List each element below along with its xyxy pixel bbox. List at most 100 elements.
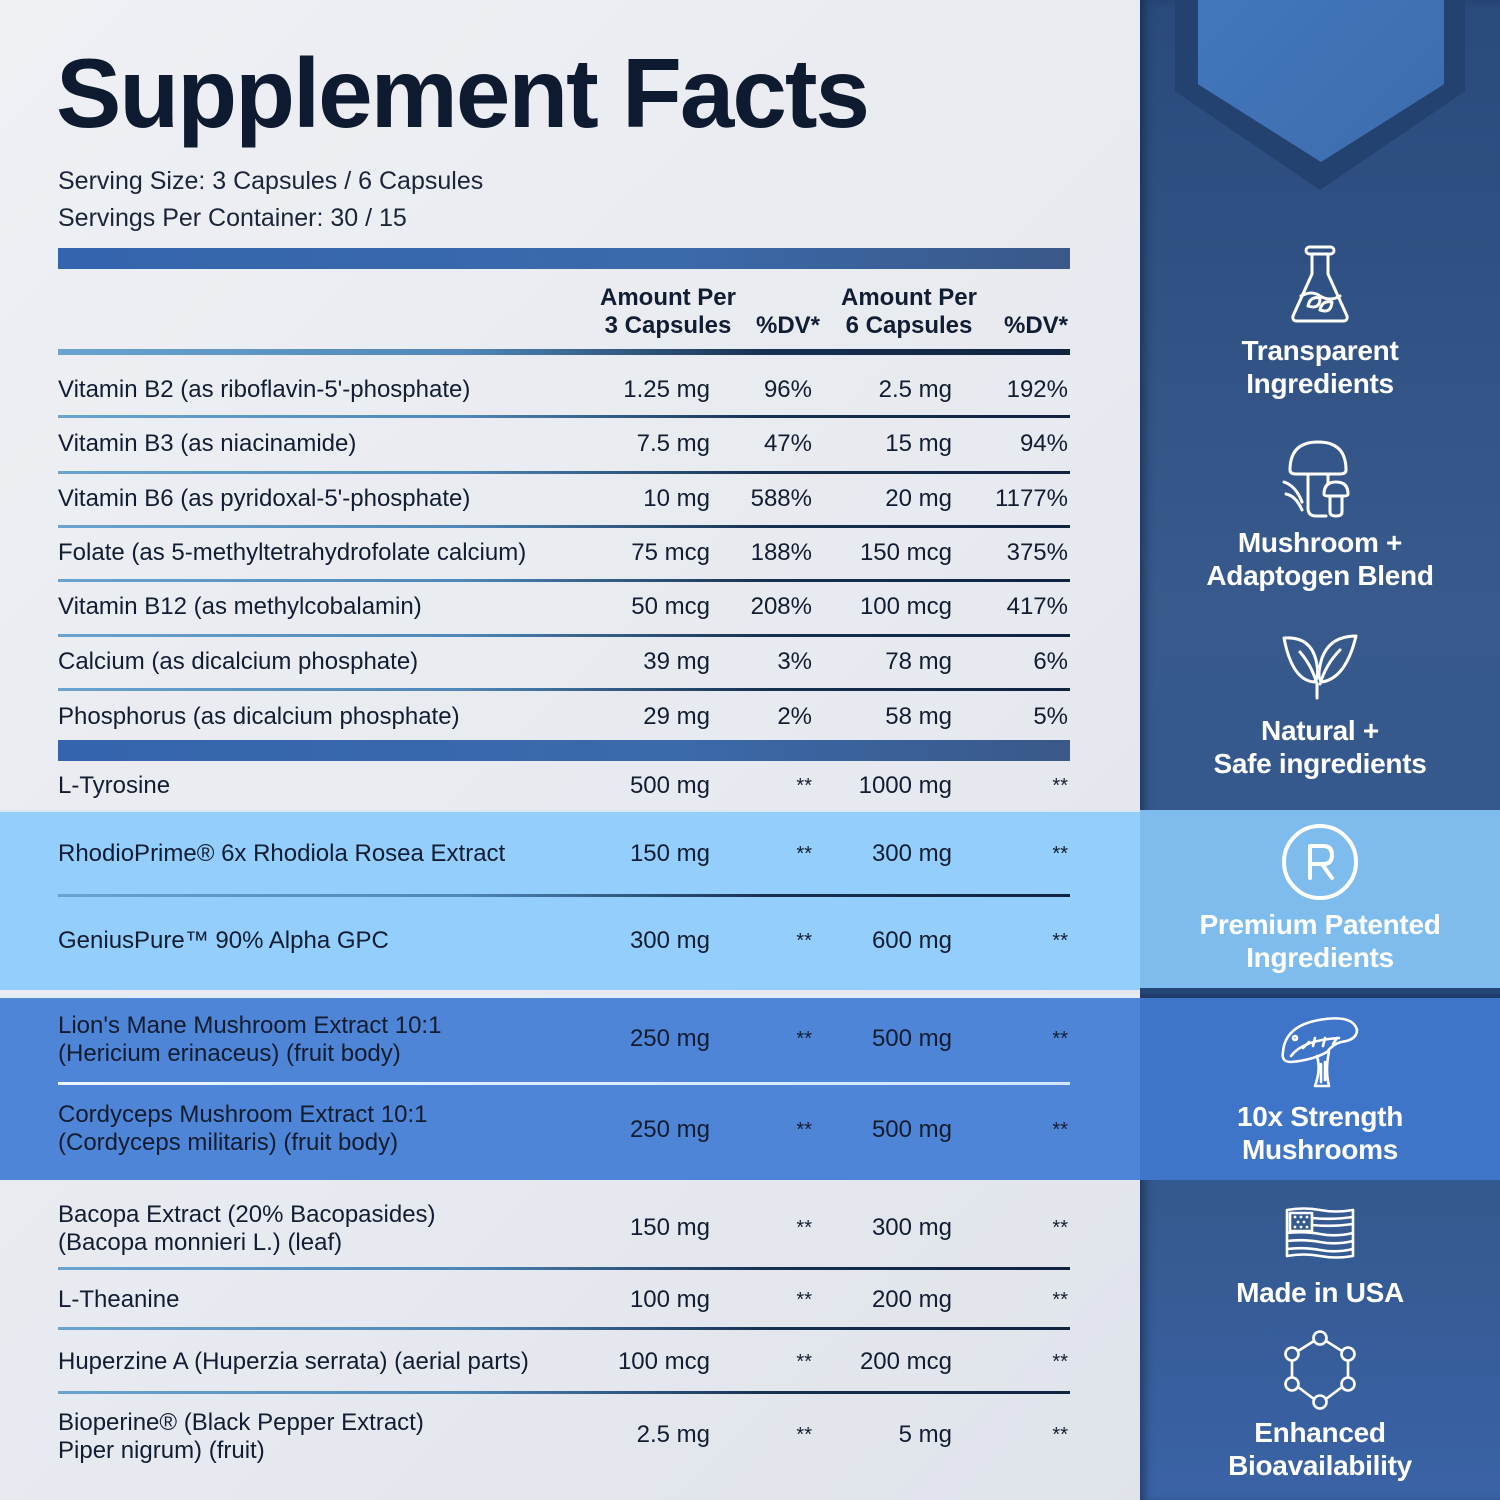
feature-enhanced-bioavailability: Enhanced Bioavailability <box>1140 1330 1500 1482</box>
amount-6-capsules: 78 mg <box>885 648 952 675</box>
row-divider <box>58 415 1070 418</box>
supplement-facts-panel: Supplement Facts Serving Size: 3 Capsule… <box>0 38 1140 1464</box>
amount-3-capsules: 39 mg <box>643 648 710 675</box>
amount-6-capsules: 200 mg <box>871 1286 952 1313</box>
feature-label-line1: Mushroom + <box>1237 527 1403 558</box>
col-header-amount-6-line1: Amount Per <box>840 284 977 311</box>
page-title: Supplement Facts <box>56 38 870 148</box>
amount-6-capsules: 2.5 mg <box>878 376 952 403</box>
ribbon-banner <box>1198 0 1444 162</box>
row-divider <box>58 634 1070 637</box>
section-divider-bar <box>58 740 1070 761</box>
dv-3-capsules: ** <box>796 775 812 797</box>
dv-3-capsules: 47% <box>763 430 812 457</box>
ingredient-name: Lion's Mane Mushroom Extract 10:1 (Heric… <box>58 1012 441 1068</box>
ingredient-name: Vitamin B3 (as niacinamide) <box>58 430 357 457</box>
ingredient-name: L-Theanine <box>58 1286 180 1313</box>
feature-label-line2: Ingredients <box>1246 942 1394 973</box>
dv-6-capsules: ** <box>1052 1351 1068 1373</box>
amount-3-capsules: 75 mcg <box>631 539 710 566</box>
dv-3-capsules: ** <box>796 1351 812 1373</box>
amount-6-capsules: 300 mg <box>871 1214 952 1241</box>
amount-3-capsules: 150 mg <box>629 840 710 867</box>
amount-6-capsules: 15 mg <box>885 430 952 457</box>
ingredient-name: Cordyceps Mushroom Extract 10:1 (Cordyce… <box>58 1101 427 1157</box>
ingredient-name: Vitamin B12 (as methylcobalamin) <box>58 593 422 620</box>
row-divider <box>58 471 1070 474</box>
amount-6-capsules: 58 mg <box>885 703 952 730</box>
ingredient-name-line1: Bioperine® (Black Pepper Extract) <box>58 1409 424 1436</box>
dv-3-capsules: ** <box>796 1424 812 1446</box>
dv-3-capsules: 96% <box>763 376 812 403</box>
ingredient-name: Bacopa Extract (20% Bacopasides) (Bacopa… <box>58 1201 436 1257</box>
dv-6-capsules: ** <box>1052 1028 1068 1050</box>
ingredient-name: RhodioPrime® 6x Rhodiola Rosea Extract <box>58 840 506 867</box>
ingredient-name-line2: (Hericium erinaceus) (fruit body) <box>58 1040 401 1067</box>
dv-6-capsules: ** <box>1052 1289 1068 1311</box>
mushroom-icon <box>1282 440 1350 518</box>
ingredient-name-line2: Piper nigrum) (fruit) <box>58 1437 265 1464</box>
amount-3-capsules: 100 mcg <box>617 1348 710 1375</box>
dv-6-capsules: 417% <box>1006 593 1068 620</box>
dv-6-capsules: 1177% <box>995 485 1068 512</box>
dv-6-capsules: 192% <box>1006 376 1068 403</box>
amount-6-capsules: 100 mcg <box>859 593 952 620</box>
ingredient-name: Vitamin B6 (as pyridoxal-5'-phosphate) <box>58 485 471 512</box>
amount-3-capsules: 50 mcg <box>631 593 710 620</box>
ingredient-name: Phosphorus (as dicalcium phosphate) <box>58 703 460 730</box>
col-header-amount-6-line2: 6 Capsules <box>845 312 973 339</box>
ingredient-name: Folate (as 5-methyltetrahydrofolate calc… <box>58 539 527 566</box>
feature-premium-patented: Premium Patented Ingredients <box>1140 822 1500 974</box>
col-header-dv-6: %DV* <box>1003 312 1069 339</box>
dv-3-capsules: 188% <box>750 539 812 566</box>
dv-3-capsules: 3% <box>777 648 812 675</box>
ingredient-name-line2: (Cordyceps militaris) (fruit body) <box>58 1129 399 1156</box>
col-header-dv-3: %DV* <box>755 312 821 339</box>
dv-6-capsules: ** <box>1052 775 1068 797</box>
amount-6-capsules: 500 mg <box>871 1116 952 1143</box>
amount-3-capsules: 300 mg <box>629 927 710 954</box>
dv-3-capsules: ** <box>796 843 812 865</box>
amount-6-capsules: 500 mg <box>871 1025 952 1052</box>
molecule-ring-icon <box>1284 1330 1356 1410</box>
amount-3-capsules: 10 mg <box>643 485 710 512</box>
feature-label-line1: Made in USA <box>1236 1277 1404 1308</box>
feature-label-line2: Bioavailability <box>1228 1450 1412 1481</box>
feature-label-line1: Natural + <box>1261 715 1379 746</box>
ingredient-name: Huperzine A (Huperzia serrata) (aerial p… <box>58 1348 529 1375</box>
feature-label-line2: Ingredients <box>1246 368 1394 399</box>
dv-6-capsules: ** <box>1052 1424 1068 1446</box>
ingredient-name: Calcium (as dicalcium phosphate) <box>58 648 419 675</box>
amount-3-capsules: 1.25 mg <box>623 376 710 403</box>
ingredient-name: GeniusPure™ 90% Alpha GPC <box>58 927 389 954</box>
feature-label-line2: Mushrooms <box>1242 1134 1398 1165</box>
dv-6-capsules: ** <box>1052 843 1068 865</box>
col-header-amount-3-line1: Amount Per <box>599 284 736 311</box>
patented-ingredients-highlight <box>0 810 1140 990</box>
row-divider <box>58 688 1070 691</box>
dv-3-capsules: 588% <box>750 485 812 512</box>
ingredient-name: L-Tyrosine <box>58 772 171 799</box>
feature-label-line1: Premium Patented <box>1199 909 1441 940</box>
row-divider <box>58 1082 1070 1085</box>
dv-3-capsules: ** <box>796 1028 812 1050</box>
col-header-amount-6: Amount Per 6 Capsules <box>830 284 988 340</box>
leaf-icon <box>1282 634 1358 700</box>
col-header-amount-3: Amount Per 3 Capsules <box>588 284 748 340</box>
amount-3-capsules: 100 mg <box>629 1286 710 1313</box>
feature-label-line1: Enhanced <box>1254 1417 1386 1448</box>
usa-flag-icon <box>1285 1207 1355 1259</box>
lingzhi-mushroom-icon <box>1281 1017 1359 1088</box>
mushroom-extracts-highlight <box>0 994 1140 1180</box>
amount-6-capsules: 150 mcg <box>859 539 952 566</box>
registered-icon <box>1282 824 1358 900</box>
dv-3-capsules: 208% <box>750 593 812 620</box>
feature-10x-strength: 10x Strength Mushrooms <box>1140 1016 1500 1166</box>
col-header-amount-3-line2: 3 Capsules <box>604 312 732 339</box>
dv-3-capsules: ** <box>796 930 812 952</box>
feature-made-in-usa: Made in USA <box>1140 1206 1500 1309</box>
dv-3-capsules: ** <box>796 1289 812 1311</box>
features-sidebar: Transparent Ingredients Mushroom + Adapt… <box>1140 0 1500 1500</box>
dv-3-capsules: 2% <box>777 703 812 730</box>
serving-size: Serving Size: 3 Capsules / 6 Capsules <box>58 167 484 195</box>
